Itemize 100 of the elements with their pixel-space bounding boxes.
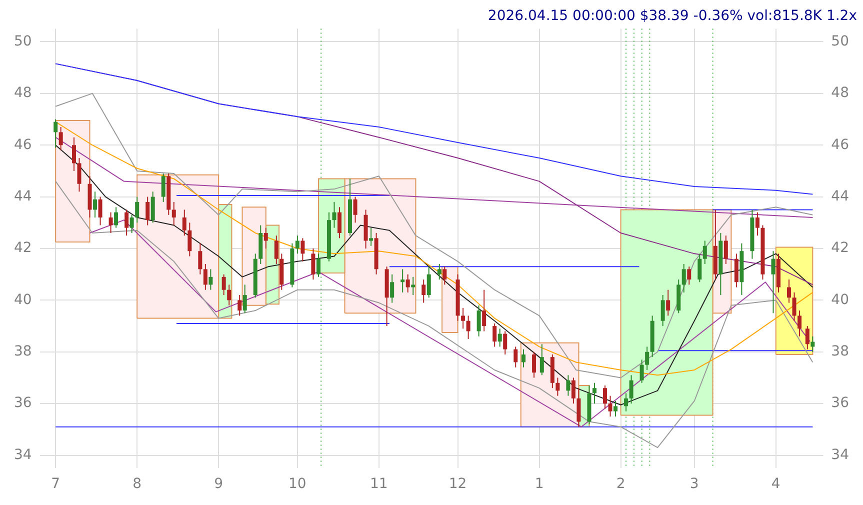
candlestick: [666, 289, 670, 316]
candlestick: [792, 292, 796, 322]
candlestick: [603, 384, 607, 410]
candlestick: [492, 322, 497, 348]
candlestick: [540, 344, 544, 376]
candlestick: [522, 348, 526, 368]
candlestick: [411, 276, 416, 296]
candlestick: [532, 351, 536, 378]
candlestick: [124, 209, 129, 236]
candlestick: [222, 274, 226, 296]
candlestick: [476, 304, 481, 337]
candlestick: [295, 235, 300, 254]
candlestick: [482, 289, 486, 332]
candlestick: [353, 196, 358, 224]
candlestick: [566, 374, 570, 396]
candlestick: [242, 284, 247, 314]
candlestick: [130, 214, 134, 234]
candlestick: [198, 242, 202, 275]
candlestick: [332, 201, 336, 228]
candlestick: [114, 206, 118, 228]
candlestick: [390, 274, 394, 304]
y2-tick-label: 40: [831, 292, 850, 308]
candlestick: [442, 266, 447, 286]
candlestick: [624, 392, 628, 412]
y-tick-label: 46: [14, 136, 32, 153]
candlestick: [311, 248, 316, 280]
y-tick-label: 42: [14, 240, 32, 256]
candlestick: [734, 253, 738, 288]
candlestick: [58, 126, 63, 151]
candlestick: [337, 206, 342, 239]
x-tick-label: 1: [534, 476, 544, 492]
y2-tick-label: 50: [831, 33, 850, 50]
x-tick-label: 9: [214, 476, 224, 492]
candlestick: [556, 377, 560, 396]
candlestick: [300, 238, 305, 262]
candlestick: [805, 326, 810, 350]
candlestick: [54, 118, 58, 148]
y2-tick-label: 46: [831, 136, 850, 153]
candlestick: [687, 266, 692, 286]
candlestick: [608, 395, 612, 418]
y2-tick-label: 42: [831, 240, 850, 256]
candlestick: [208, 268, 213, 290]
x-tick-label: 2: [616, 476, 626, 492]
candlestick: [77, 158, 82, 192]
candlestick: [702, 240, 707, 265]
candlestick: [724, 235, 728, 265]
candlestick: [93, 191, 98, 218]
candlestick: [755, 212, 760, 236]
candlestick: [629, 374, 634, 404]
candlestick: [640, 359, 644, 384]
y2-tick-label: 36: [831, 395, 850, 412]
y-tick-label: 34: [14, 446, 32, 463]
candlestick: [503, 330, 508, 355]
candlestick: [645, 346, 650, 370]
candlestick: [274, 235, 278, 265]
candlestick: [238, 294, 242, 316]
y2-tick-label: 38: [831, 344, 850, 360]
y-tick-label: 36: [14, 395, 32, 412]
candlestick: [461, 307, 466, 330]
candlestick: [437, 264, 442, 280]
x-tick-label: 3: [690, 476, 699, 492]
candlestick: [466, 315, 470, 340]
candlestick: [182, 209, 186, 236]
candlestick: [135, 196, 140, 224]
y-tick-label: 40: [14, 292, 32, 308]
candlestick: [227, 284, 232, 306]
y-tick-label: 48: [14, 85, 32, 102]
candlestick: [146, 196, 150, 226]
candlestick: [787, 279, 792, 304]
candlestick: [150, 191, 155, 224]
x-tick-label: 8: [132, 476, 142, 492]
candlestick: [498, 328, 502, 348]
candlestick: [422, 279, 426, 304]
candlestick: [400, 268, 405, 293]
candlestick: [161, 173, 166, 202]
x-tick-label: 7: [51, 476, 60, 492]
x-tick-label: 12: [448, 476, 467, 492]
x-tick-label: 11: [370, 476, 388, 492]
candlestick: [660, 294, 665, 327]
candlestick: [406, 274, 410, 293]
candlestick: [571, 377, 576, 404]
y-tick-label: 44: [14, 188, 32, 204]
y-tick-label: 38: [14, 344, 32, 360]
x-tick-label: 4: [771, 476, 780, 492]
candlestick: [698, 253, 702, 283]
candlestick: [72, 136, 76, 172]
candlestick: [614, 400, 618, 418]
candlestick: [98, 196, 102, 226]
candlestick: [316, 253, 320, 278]
y2-tick-label: 48: [831, 85, 850, 102]
chart-title: 2026.04.15 00:00:00 $38.39 -0.36% vol:815.8K 1.2x: [488, 8, 857, 24]
candlestick: [514, 346, 518, 368]
candlestick: [188, 222, 192, 257]
candlestick: [592, 382, 596, 404]
candlestick: [798, 310, 802, 337]
candlestick: [369, 227, 374, 246]
candlestick: [108, 212, 113, 234]
y2-tick-label: 34: [831, 446, 850, 463]
x-tick-label: 10: [288, 476, 306, 492]
candlestick: [264, 227, 268, 249]
